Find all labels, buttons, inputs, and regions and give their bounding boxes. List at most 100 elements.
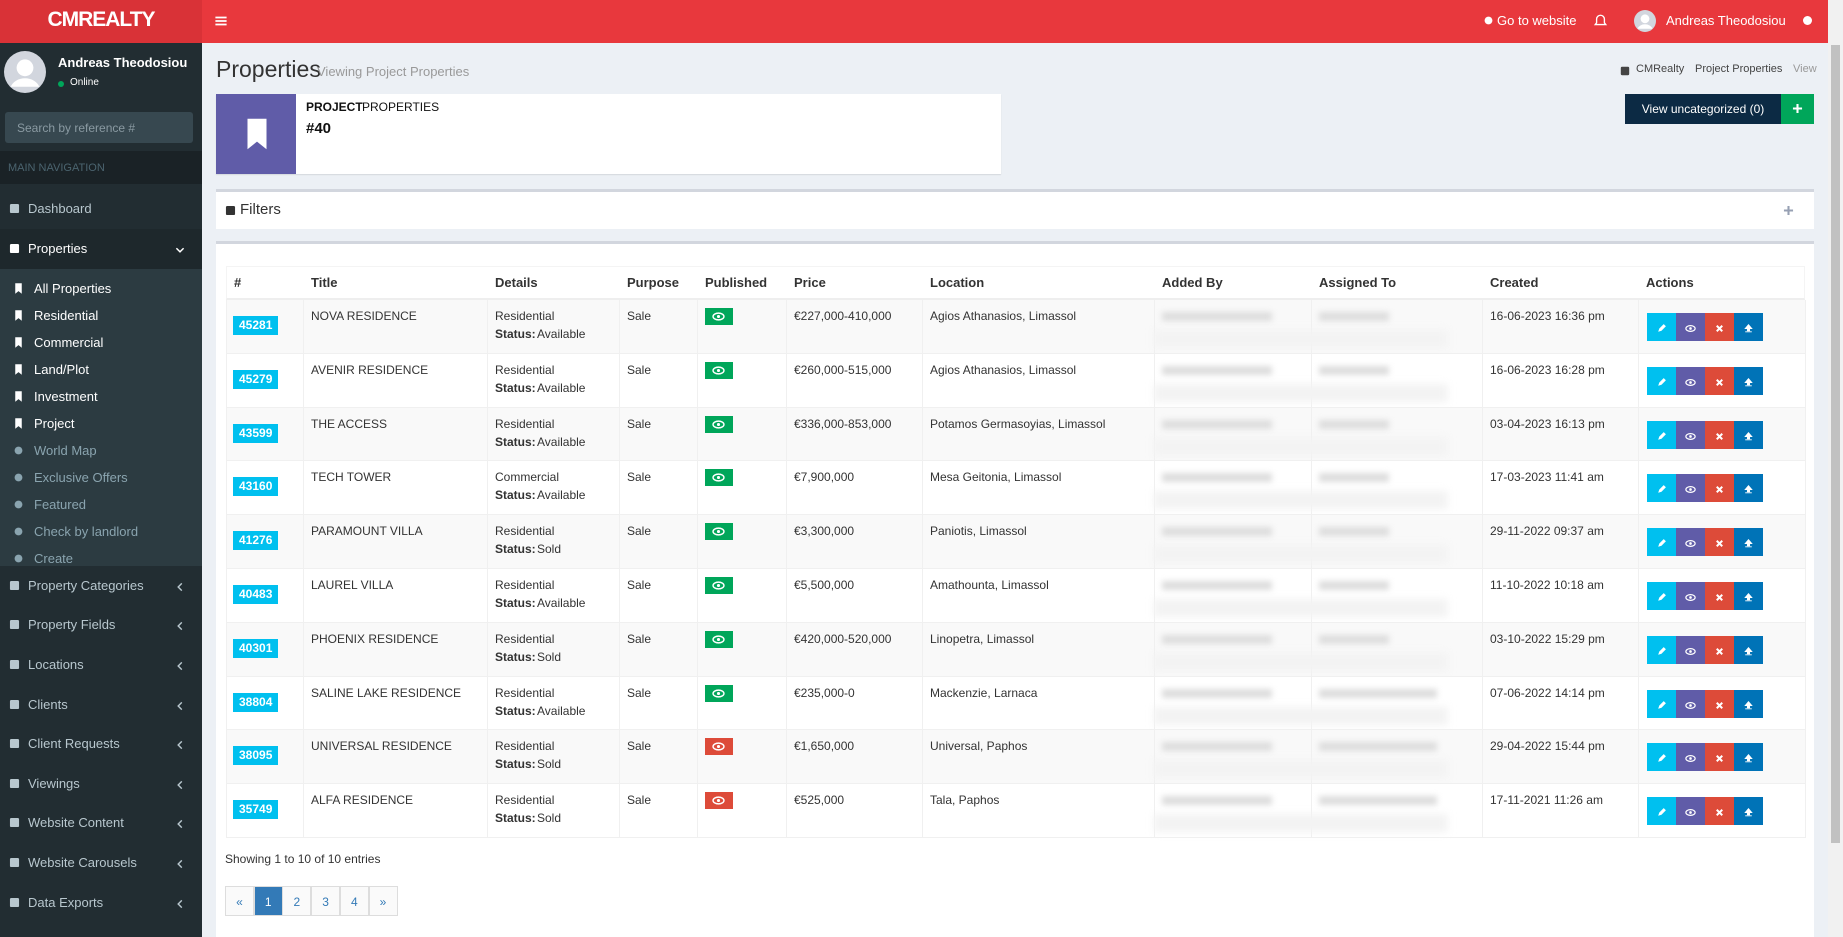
- upload-button[interactable]: [1734, 797, 1763, 826]
- nav-icon: [8, 856, 21, 869]
- submenu-item[interactable]: World Map: [0, 437, 202, 464]
- published-badge[interactable]: [705, 469, 733, 487]
- view-button[interactable]: [1676, 474, 1705, 503]
- reference-badge[interactable]: 38804: [233, 692, 279, 712]
- reference-badge[interactable]: 45279: [233, 369, 279, 389]
- view-button[interactable]: [1676, 366, 1705, 395]
- delete-button[interactable]: [1705, 366, 1734, 395]
- delete-button[interactable]: [1705, 420, 1734, 449]
- delete-button[interactable]: [1705, 797, 1734, 826]
- reference-badge[interactable]: 40301: [233, 638, 279, 658]
- nav-item[interactable]: Property Fields: [0, 605, 202, 646]
- submenu-item[interactable]: Check by landlord: [0, 518, 202, 545]
- reference-badge[interactable]: 41276: [233, 531, 279, 551]
- published-badge[interactable]: [705, 415, 733, 433]
- edit-button[interactable]: [1647, 420, 1676, 449]
- nav-item[interactable]: Website Content: [0, 803, 202, 844]
- nav-item[interactable]: Data Exports: [0, 882, 202, 923]
- submenu-item[interactable]: Featured: [0, 491, 202, 518]
- filters-box[interactable]: Filters: [216, 189, 1814, 229]
- submenu-item[interactable]: Exclusive Offers: [0, 464, 202, 491]
- view-button[interactable]: [1676, 313, 1705, 341]
- upload-button[interactable]: [1734, 420, 1763, 449]
- nav-item[interactable]: Clients: [0, 684, 202, 725]
- view-button[interactable]: [1676, 689, 1705, 718]
- view-button[interactable]: [1676, 635, 1705, 664]
- add-button[interactable]: [1781, 94, 1814, 124]
- reference-badge[interactable]: 45281: [233, 316, 279, 335]
- view-button[interactable]: [1676, 420, 1705, 449]
- page-button[interactable]: 1: [253, 886, 283, 916]
- page-button[interactable]: 2: [282, 886, 312, 916]
- edit-button[interactable]: [1647, 366, 1676, 395]
- upload-button[interactable]: [1734, 635, 1763, 664]
- published-badge[interactable]: [705, 684, 733, 702]
- submenu-item[interactable]: Residential: [0, 302, 202, 329]
- upload-button[interactable]: [1734, 366, 1763, 395]
- view-button[interactable]: [1676, 528, 1705, 557]
- submenu-item[interactable]: Create: [0, 545, 202, 572]
- search-box[interactable]: Search by reference #: [5, 112, 193, 143]
- edit-button[interactable]: [1647, 797, 1676, 826]
- published-badge[interactable]: [705, 577, 733, 594]
- published-badge[interactable]: [705, 630, 733, 648]
- view-uncategorized-button[interactable]: View uncategorized (0): [1625, 94, 1781, 124]
- published-badge[interactable]: [705, 361, 733, 379]
- submenu-item[interactable]: Investment: [0, 383, 202, 410]
- published-badge[interactable]: [705, 523, 733, 541]
- delete-button[interactable]: [1705, 689, 1734, 718]
- user-name[interactable]: Andreas Theodosiou: [1666, 13, 1786, 28]
- upload-button[interactable]: [1734, 313, 1763, 341]
- published-badge[interactable]: [705, 738, 733, 756]
- nav-item[interactable]: Locations: [0, 645, 202, 685]
- nav-item[interactable]: Viewings: [0, 764, 202, 804]
- nav-item[interactable]: Dashboard: [0, 189, 202, 229]
- reference-badge[interactable]: 43160: [233, 477, 279, 497]
- delete-button[interactable]: [1705, 582, 1734, 610]
- breadcrumb-item[interactable]: CMRealty: [1636, 63, 1685, 75]
- view-button[interactable]: [1676, 743, 1705, 772]
- edit-button[interactable]: [1647, 474, 1676, 503]
- upload-button[interactable]: [1734, 474, 1763, 503]
- created: 16-06-2023 16:36 pm: [1490, 309, 1605, 323]
- page-button[interactable]: 3: [311, 886, 341, 916]
- delete-button[interactable]: [1705, 635, 1734, 664]
- edit-button[interactable]: [1647, 582, 1676, 610]
- nav-item[interactable]: Properties: [0, 229, 202, 269]
- published-badge[interactable]: [705, 308, 733, 325]
- upload-button[interactable]: [1734, 582, 1763, 610]
- submenu-item[interactable]: Project: [0, 410, 202, 437]
- edit-button[interactable]: [1647, 528, 1676, 557]
- upload-button[interactable]: [1734, 528, 1763, 557]
- delete-button[interactable]: [1705, 528, 1734, 557]
- delete-button[interactable]: [1705, 743, 1734, 772]
- reference-badge[interactable]: 38095: [233, 746, 279, 766]
- reference-badge[interactable]: 43599: [233, 423, 279, 443]
- breadcrumb-item[interactable]: Project Properties: [1695, 63, 1783, 75]
- page-button[interactable]: »: [368, 886, 398, 916]
- upload-button[interactable]: [1734, 689, 1763, 718]
- reference-badge[interactable]: 35749: [233, 800, 279, 820]
- view-button[interactable]: [1676, 797, 1705, 826]
- reference-badge[interactable]: 40483: [233, 585, 279, 604]
- page-button[interactable]: 4: [339, 886, 369, 916]
- page-button[interactable]: «: [225, 886, 254, 916]
- edit-button[interactable]: [1647, 635, 1676, 664]
- go-to-website[interactable]: Go to website: [1497, 13, 1577, 28]
- submenu-item[interactable]: Commercial: [0, 329, 202, 356]
- nav-item[interactable]: Property Categories: [0, 566, 202, 606]
- submenu-item[interactable]: All Properties: [0, 275, 202, 302]
- nav-item[interactable]: Client Requests: [0, 724, 202, 764]
- edit-button[interactable]: [1647, 689, 1676, 718]
- edit-button[interactable]: [1647, 743, 1676, 772]
- blurred-added-by: [1162, 365, 1272, 375]
- edit-button[interactable]: [1647, 313, 1676, 341]
- published-badge[interactable]: [705, 792, 733, 810]
- submenu-item[interactable]: Land/Plot: [0, 356, 202, 383]
- nav-item[interactable]: Website Carousels: [0, 843, 202, 883]
- delete-button[interactable]: [1705, 313, 1734, 341]
- delete-button[interactable]: [1705, 474, 1734, 503]
- view-button[interactable]: [1676, 582, 1705, 610]
- upload-button[interactable]: [1734, 743, 1763, 772]
- nav-item[interactable]: System Users: [0, 922, 202, 937]
